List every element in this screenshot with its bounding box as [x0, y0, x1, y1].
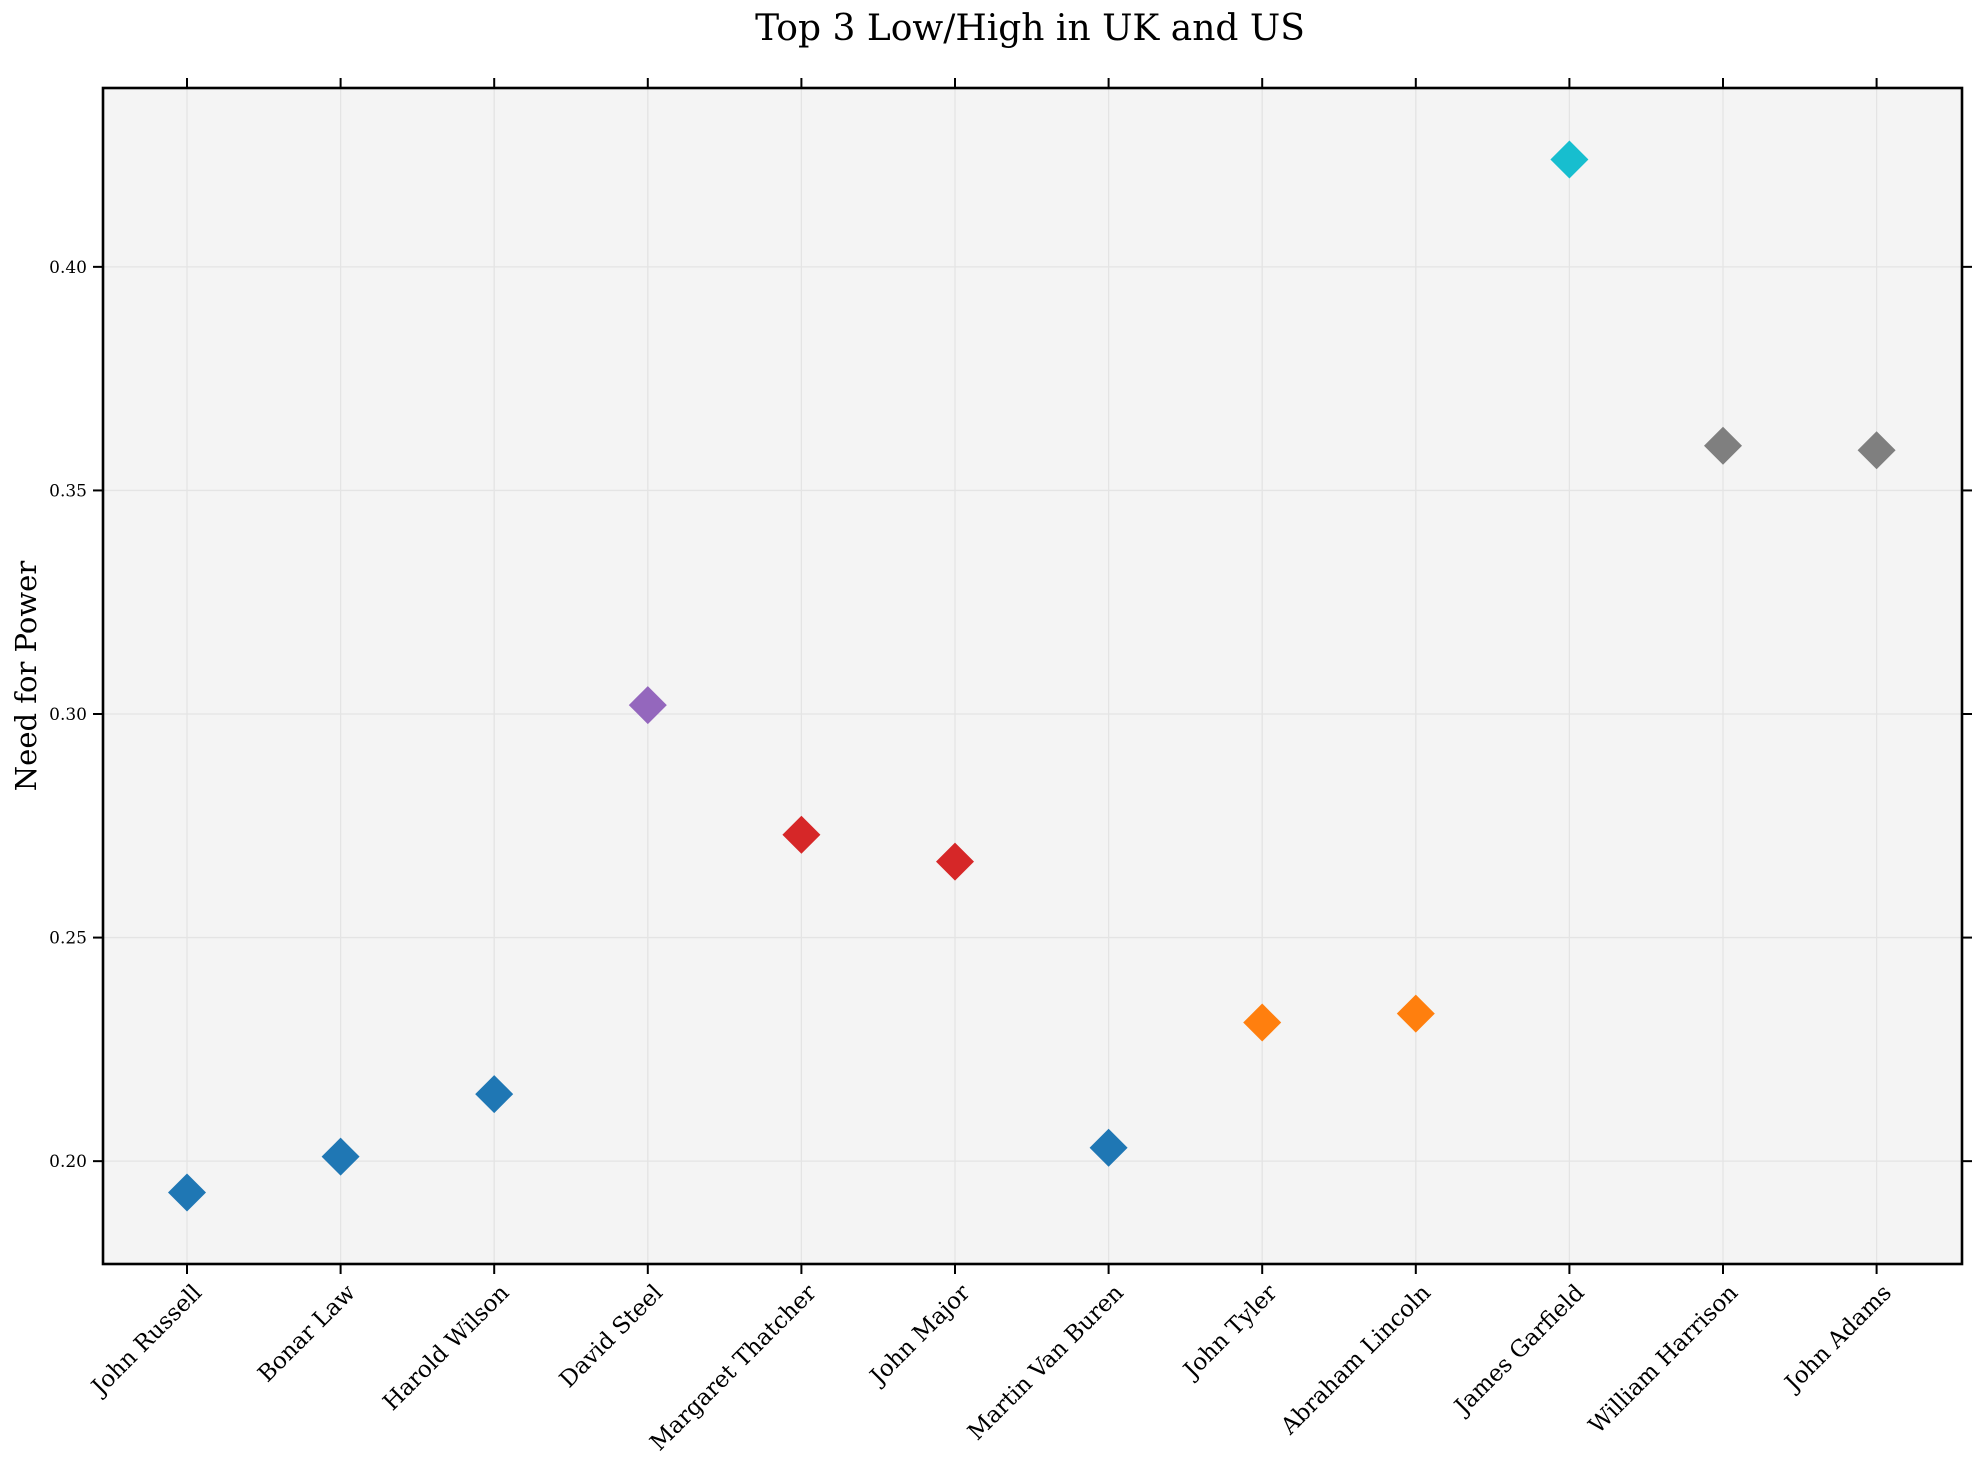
- x-tick-label: John Major: [864, 1280, 975, 1391]
- y-axis-tick-labels: 0.20 0.25 0.30 0.35 0.40: [49, 258, 87, 1172]
- chart-title: Top 3 Low/High in UK and US: [755, 8, 1305, 49]
- data-point: [475, 1075, 514, 1114]
- x-tick-label: David Steel: [555, 1280, 668, 1393]
- x-tick-label: John Adams: [1779, 1280, 1897, 1398]
- x-tick-label: Abraham Lincoln: [1276, 1280, 1437, 1441]
- y-tick-label: 0.40: [49, 258, 87, 278]
- y-tick-label: 0.25: [49, 929, 87, 949]
- data-point: [1243, 1003, 1282, 1042]
- data-point: [1704, 426, 1742, 465]
- y-tick-label: 0.20: [49, 1152, 87, 1172]
- grid-lines: [103, 88, 1962, 1264]
- data-point: [1550, 140, 1589, 179]
- x-tick-label: Martin Van Buren: [963, 1280, 1129, 1446]
- axis-ticks: [93, 78, 1972, 1274]
- data-point: [1857, 431, 1896, 470]
- data-point: [628, 686, 667, 725]
- data-point: [321, 1137, 360, 1176]
- x-tick-label: John Russell: [86, 1280, 208, 1402]
- x-tick-label: Margaret Thatcher: [645, 1280, 821, 1456]
- x-tick-label: William Harrison: [1584, 1280, 1743, 1439]
- y-tick-label: 0.35: [49, 481, 87, 501]
- data-point: [936, 842, 974, 881]
- y-tick-label: 0.30: [49, 705, 87, 725]
- data-point: [1396, 994, 1435, 1033]
- data-point: [1089, 1128, 1128, 1167]
- x-tick-label: James Garfield: [1449, 1280, 1590, 1421]
- plot-frame: [101, 86, 1964, 1266]
- x-tick-label: Harold Wilson: [378, 1280, 514, 1416]
- data-points: [168, 140, 1896, 1212]
- x-axis-tick-labels: John Russell Bonar Law Harold Wilson David …: [86, 1280, 1897, 1456]
- x-tick-label: Bonar Law: [253, 1280, 361, 1388]
- y-axis-label: Need for Power: [9, 561, 43, 792]
- plot-area: [103, 88, 1962, 1264]
- data-point: [168, 1173, 206, 1212]
- data-point: [782, 815, 821, 854]
- x-tick-label: John Tyler: [1178, 1280, 1283, 1385]
